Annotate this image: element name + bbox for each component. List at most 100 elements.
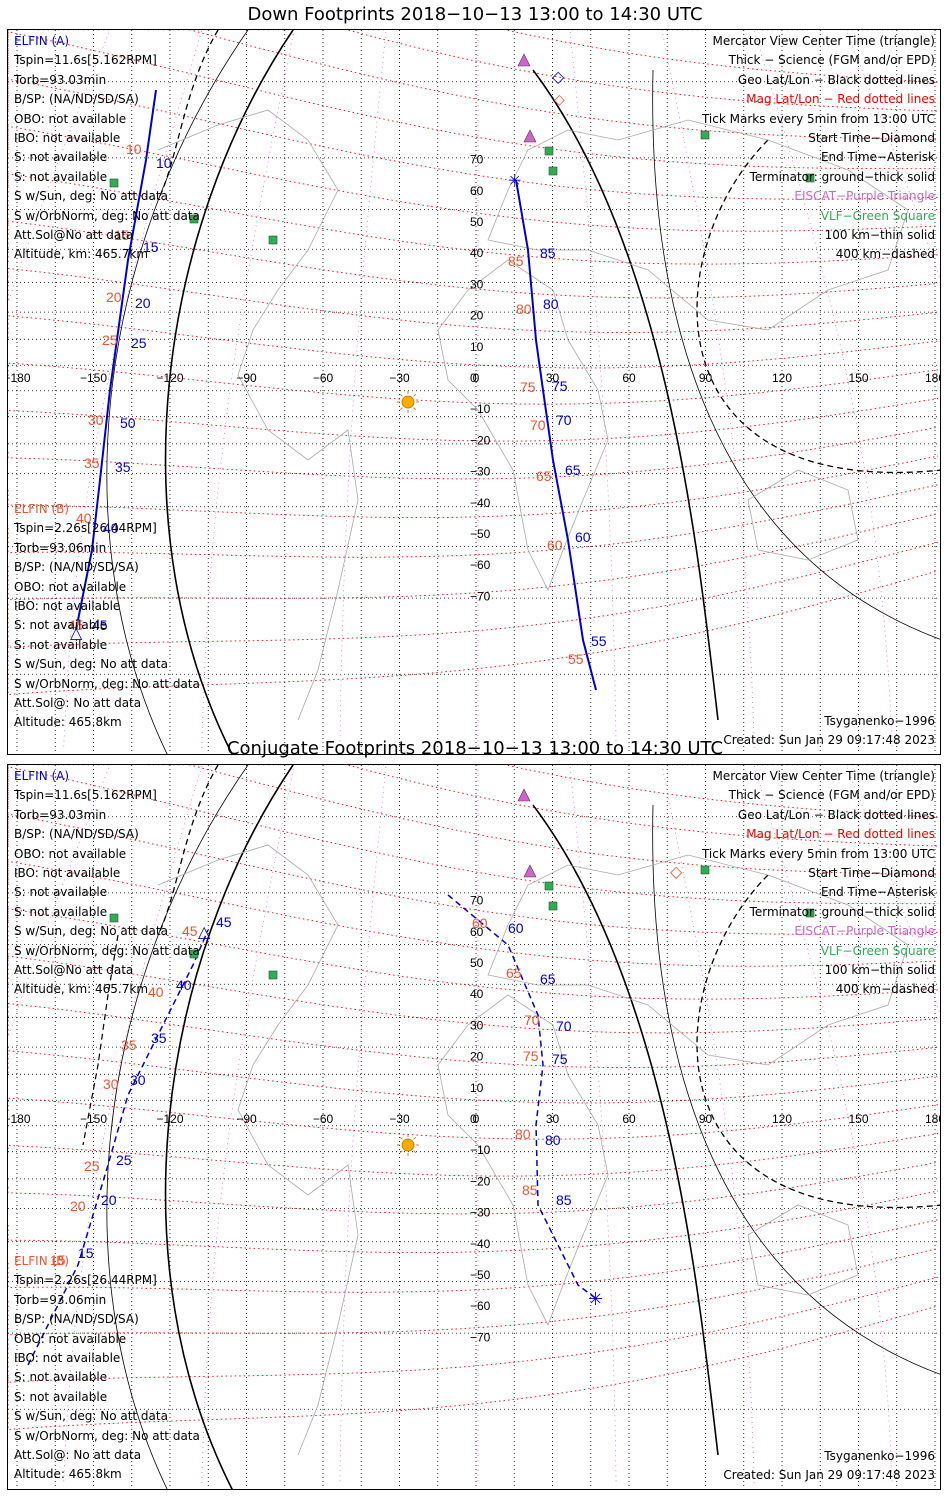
mag-meridian — [845, 765, 940, 1016]
elfin-a-track — [515, 179, 597, 691]
elfin-b-time-label: 60 — [547, 537, 563, 553]
lat-tick-label: −20 — [470, 1174, 491, 1188]
terminator-100km — [652, 69, 940, 640]
lat-tick-label: 20 — [470, 309, 484, 323]
info-line: OBO: not available — [14, 1331, 127, 1346]
coastline — [487, 854, 909, 1066]
elfin-b-time-label: 85 — [508, 253, 524, 269]
vlf-square — [544, 146, 554, 156]
elfin-a-time-label: 60 — [508, 920, 524, 936]
start-diamond: ◇ — [552, 67, 565, 86]
elfin-a-time-label: 70 — [556, 412, 572, 428]
elfin-b-time-label: 40 — [76, 510, 92, 526]
elfin-b-time-label: 30 — [88, 412, 104, 428]
sun-ray — [399, 407, 403, 411]
info-line: Att.Sol@No att data — [14, 962, 134, 977]
legend-item: EISCAT−Purple Triangle — [794, 924, 935, 939]
lon-tick-label: −180 — [8, 1112, 31, 1126]
elfin-b-time-label: 60 — [472, 915, 488, 931]
info-line: Torb=93.06min — [14, 540, 107, 555]
lat-tick-label: 70 — [470, 894, 484, 908]
sun-ray — [413, 1136, 417, 1140]
vlf-square — [109, 913, 119, 923]
lat-tick-label: −20 — [470, 433, 491, 447]
legend-item: Terminator: ground−thick solid — [749, 904, 935, 919]
info-line: B/SP: (NA/ND/SD/SA) — [14, 560, 139, 575]
info-line: IBO: not available — [14, 1350, 121, 1365]
elfin-a-time-label: 75 — [552, 378, 568, 394]
axis-tick-labels: −180 −150 −120 −90 −60 −30 0 30 60 90 120 150 180 70 6… — [8, 894, 940, 1345]
info-line: Altitude, km: 465.7km — [14, 982, 149, 997]
lon-tick-label: 30 — [546, 1112, 560, 1126]
mag-grid — [8, 30, 940, 751]
terminator-100km — [106, 765, 249, 1489]
legend-item: Terminator: ground−thick solid — [749, 169, 935, 184]
start-diamond-b: ◇ — [554, 92, 565, 108]
info-line: S w/OrbNorm, deg: No att data — [14, 676, 200, 691]
axis-tick-labels: −180 −150 −120 −90 −60 −30 0 30 60 90 120 150 180 70 6… — [8, 153, 940, 604]
coastline — [157, 844, 359, 1456]
mag-parallel — [8, 455, 939, 519]
coastline — [747, 1204, 859, 1296]
mag-meridian — [845, 30, 940, 281]
lon-tick-label: 0 — [473, 371, 480, 385]
elfin-a-info: ELFIN (A) Tspin=11.6s[5.162RPM] Torb=93.… — [14, 767, 200, 1000]
mag-parallel — [8, 1133, 939, 1177]
lat-tick-label: 40 — [470, 246, 484, 260]
info-line: S: not available — [14, 169, 108, 184]
sun-ray — [399, 393, 403, 397]
legend-item: 400 km−dashed — [835, 247, 935, 262]
info-line: S w/OrbNorm, deg: No att data — [14, 943, 200, 958]
lon-tick-label: 150 — [848, 371, 868, 385]
mag-meridian — [8, 30, 111, 305]
coastline — [747, 469, 859, 561]
legend-item: 100 km−thin solid — [824, 962, 935, 977]
lon-tick-label: 150 — [848, 1112, 868, 1126]
lat-tick-label: −30 — [470, 1206, 491, 1220]
info-line: S: not available — [14, 637, 108, 652]
elfin-a-time-label: 35 — [151, 1030, 167, 1046]
coastline — [437, 994, 609, 1326]
elfin-a-track — [75, 89, 157, 631]
info-line: Att.Sol@: No att data — [14, 1447, 142, 1462]
elfin-a-time-label: 65 — [540, 971, 556, 987]
lat-tick-label: 60 — [470, 925, 484, 939]
lon-tick-label: 0 — [473, 1112, 480, 1126]
terminator-ground — [532, 804, 719, 1456]
elfin-b-time-label: 20 — [70, 1198, 86, 1214]
lat-tick-label: 70 — [470, 153, 484, 167]
lon-tick-label: 30 — [546, 371, 560, 385]
elfin-b-time-label: 20 — [106, 289, 122, 305]
legend-item: Thick − Science (FGM and/or EPD) — [728, 788, 935, 803]
lon-tick-label: −60 — [313, 371, 334, 385]
lat-tick-label: −10 — [470, 402, 491, 416]
legend-item: Start Time−Diamond — [808, 865, 935, 880]
mag-meridian — [339, 765, 387, 1486]
info-line: OBO: not available — [14, 111, 127, 126]
model-label: Tsyganenko−1996 — [824, 714, 935, 728]
elfin-a-time-label: 35 — [115, 459, 131, 475]
terminator-ground — [164, 30, 294, 754]
elfin-a-info: ELFIN (A) Tspin=11.6s[5.162RPM] Torb=93.… — [14, 32, 200, 265]
vlf-square — [548, 901, 558, 911]
mag-parallel — [8, 220, 939, 299]
lon-tick-label: 120 — [772, 1112, 792, 1126]
panel-title-conjugate: Conjugate Footprints 2018−10−13 13:00 to… — [226, 738, 724, 759]
info-line: Tspin=11.6s[5.162RPM] — [14, 788, 157, 803]
mag-parallel — [8, 268, 939, 333]
eiscat-triangle — [517, 788, 531, 802]
legend-item: Geo Lat/Lon − Black dotted lines — [737, 72, 935, 87]
info-line: Att.Sol@No att data — [14, 227, 134, 242]
mag-parallel — [8, 426, 939, 480]
mag-parallel — [8, 484, 939, 558]
lat-tick-label: 50 — [470, 215, 484, 229]
info-line: OBO: not available — [14, 846, 127, 861]
elfin-b-time-label: 70 — [530, 417, 546, 433]
sun-icon — [401, 395, 415, 409]
elfin-a-time-label: 10 — [156, 155, 172, 171]
elfin-a-time-label: 85 — [540, 245, 556, 261]
elfin-a-time-label: 45 — [216, 914, 232, 930]
legend-item: Start Time−Diamond — [808, 130, 935, 145]
lon-tick-label: −150 — [80, 1112, 107, 1126]
info-line: S: not available — [14, 1370, 108, 1385]
